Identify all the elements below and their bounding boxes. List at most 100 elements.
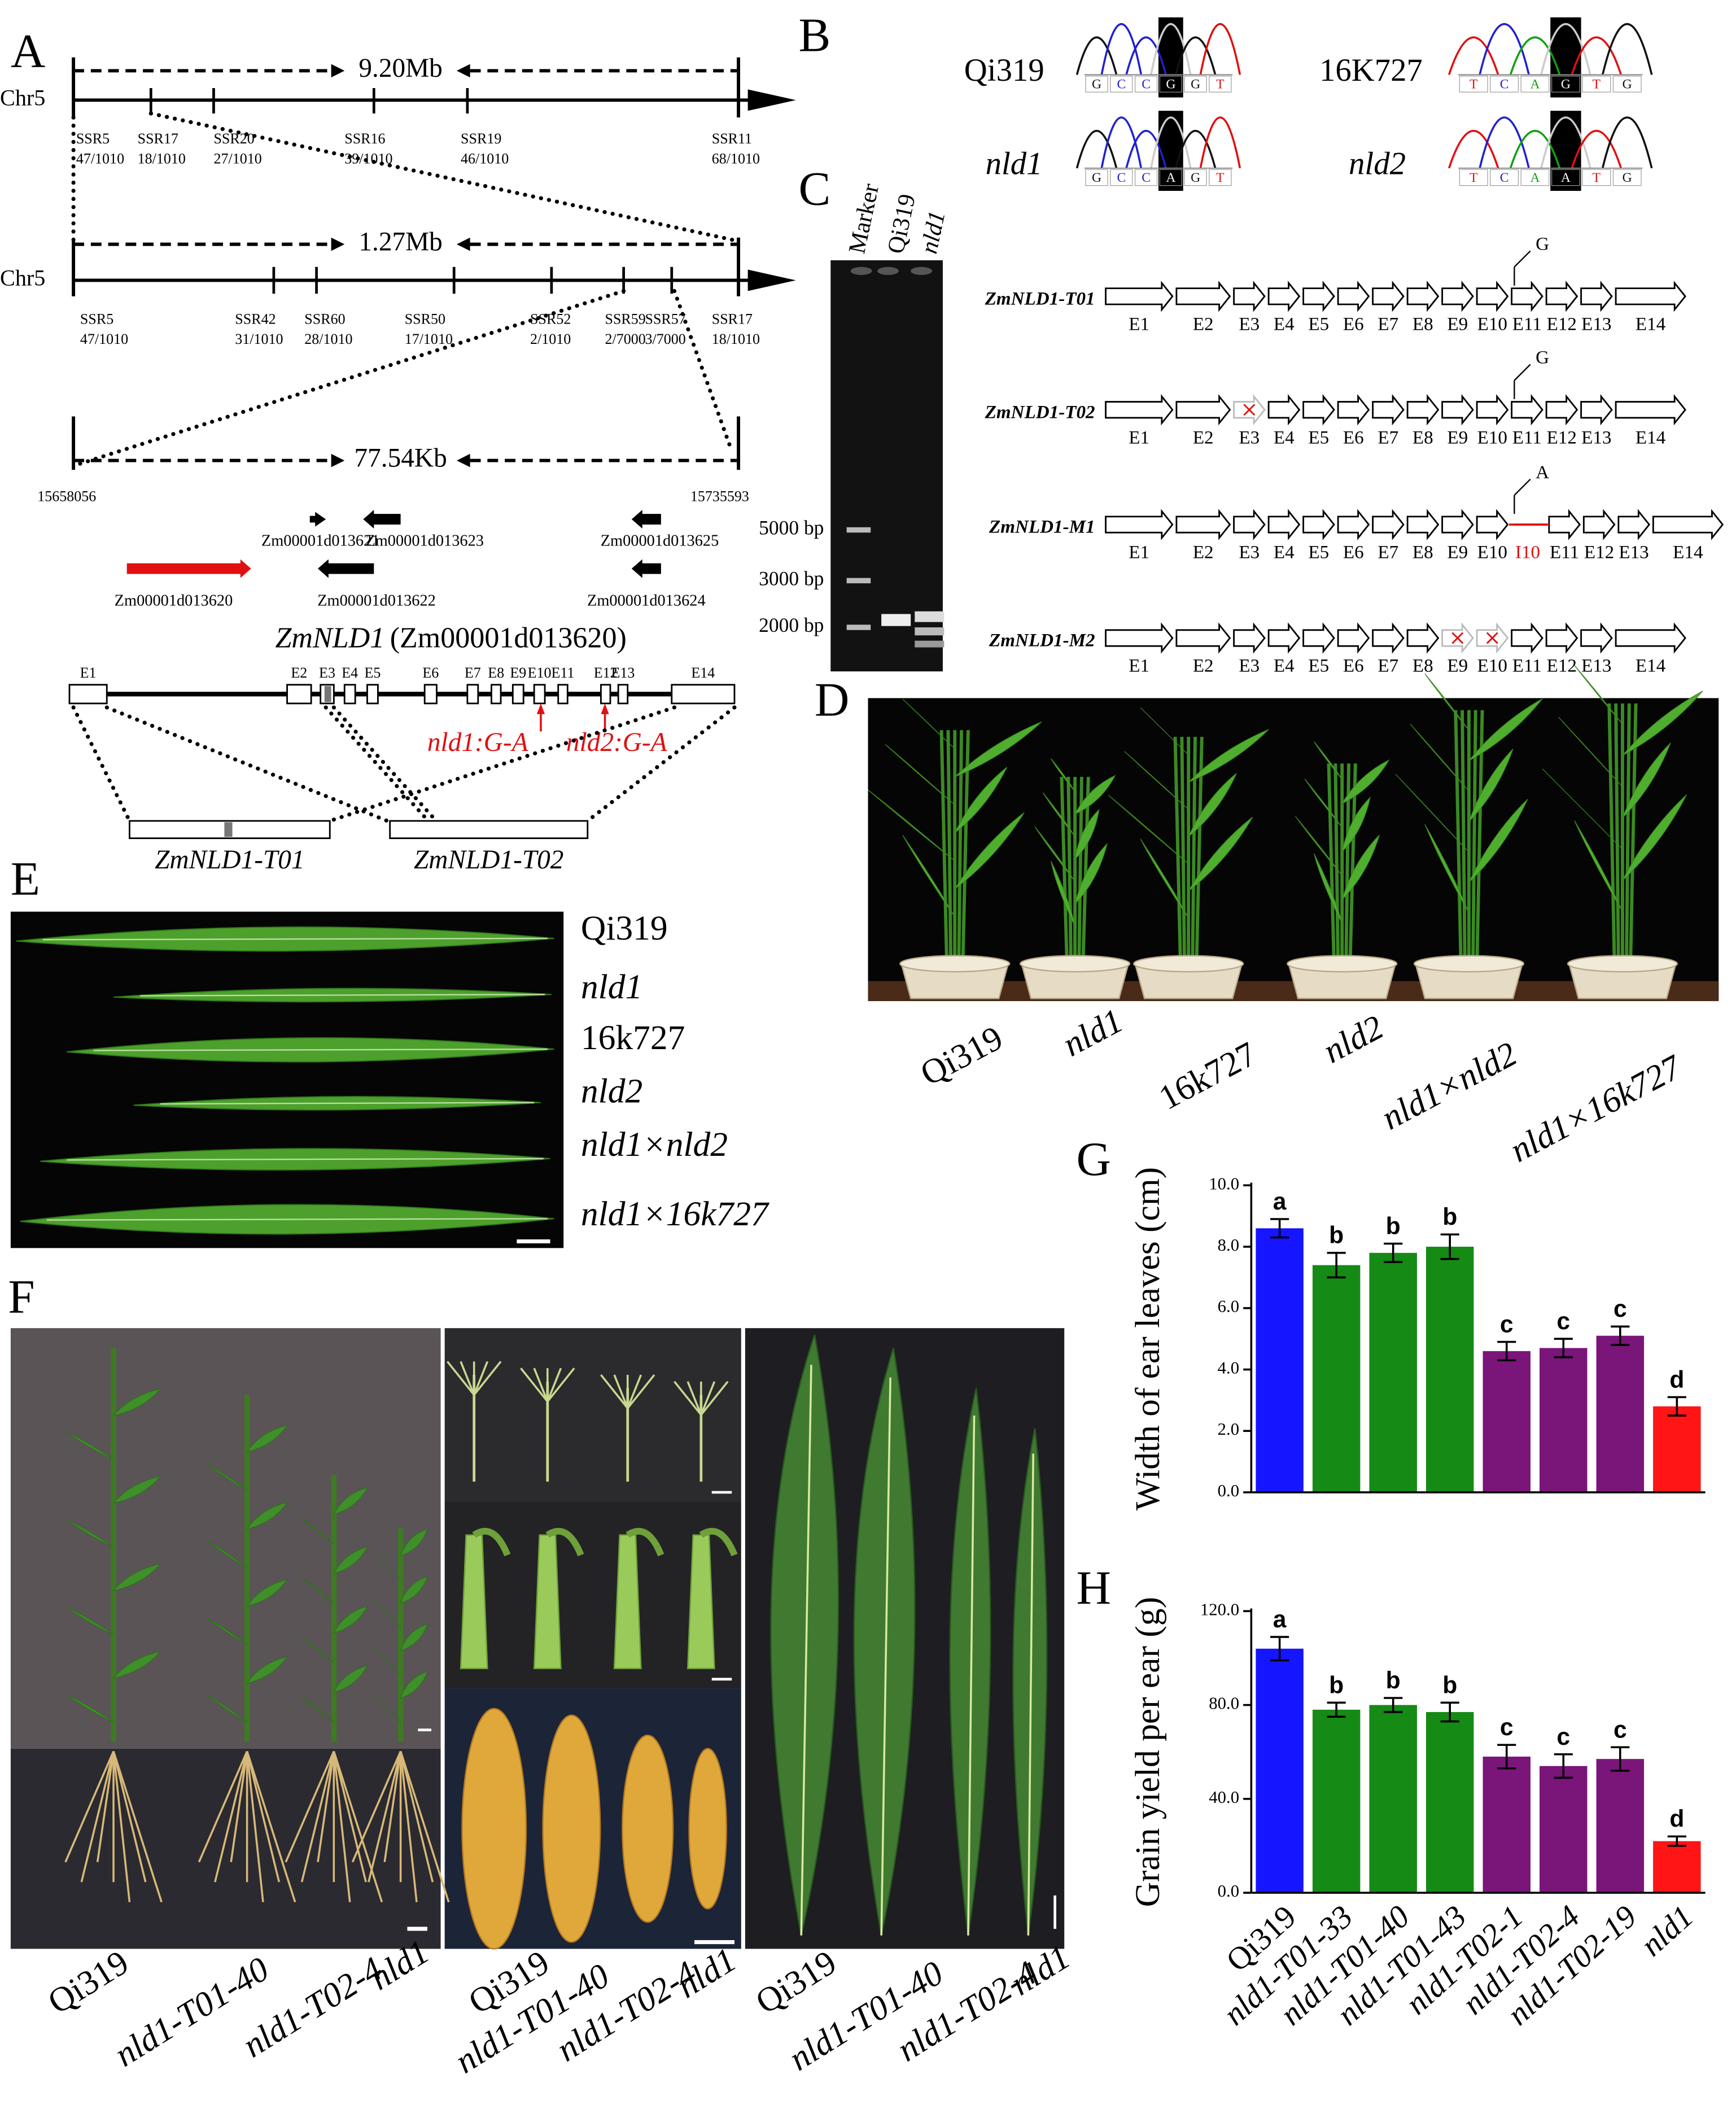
label: E9	[1447, 314, 1468, 334]
label: nld1×nld2	[1375, 1034, 1523, 1137]
shape	[1476, 394, 1509, 426]
leaf	[333, 1665, 368, 1693]
label: E12	[1584, 543, 1614, 563]
bar	[1483, 1757, 1531, 1893]
label: 77.54Kb	[355, 443, 447, 473]
line	[1081, 776, 1090, 964]
label: SSR5	[80, 311, 113, 327]
label: E12	[1547, 656, 1577, 676]
base: G	[1191, 171, 1200, 185]
label: 17/1010	[405, 331, 453, 347]
line	[333, 1751, 367, 1883]
label: E3	[1239, 543, 1260, 563]
leaf	[885, 744, 955, 805]
label: E13	[611, 665, 635, 681]
label: E2	[291, 665, 307, 681]
leaf	[1622, 794, 1687, 881]
label: G	[1536, 234, 1549, 255]
leaf	[207, 1463, 247, 1491]
shape	[1175, 394, 1231, 426]
rect	[671, 684, 736, 705]
y-tick-label: 40.0	[1209, 1788, 1239, 1807]
y-tick-label: 8.0	[1218, 1235, 1239, 1255]
rect	[1490, 76, 1519, 93]
leaf	[112, 1563, 161, 1592]
trace	[1601, 23, 1653, 75]
label: E5	[1308, 314, 1329, 334]
label: nld1	[581, 968, 642, 1006]
line	[473, 1361, 489, 1396]
line	[327, 705, 677, 823]
base: C	[1142, 77, 1151, 92]
y-tick-label: 0.0	[1218, 1881, 1239, 1901]
leaf	[902, 698, 955, 749]
base: C	[1117, 77, 1126, 92]
rect	[491, 684, 502, 705]
label: E7	[1378, 427, 1398, 448]
line	[160, 1102, 535, 1105]
panel-letter: A	[11, 25, 45, 78]
label: E9	[1447, 656, 1468, 676]
label: ZmNLD1	[275, 622, 384, 654]
label: E4	[1274, 314, 1295, 334]
shape	[1105, 509, 1174, 540]
rect	[68, 684, 108, 705]
shape	[456, 64, 470, 78]
significance-letter: d	[1669, 1366, 1684, 1393]
line	[1060, 776, 1069, 964]
shape	[456, 453, 470, 468]
shape	[1267, 394, 1301, 426]
shape	[1511, 281, 1543, 312]
trace	[1174, 130, 1217, 169]
leaf	[1074, 842, 1108, 905]
significance-letter: b	[1329, 1222, 1344, 1249]
label: E5	[1308, 543, 1329, 563]
leaf	[853, 1348, 916, 1936]
label: E10	[1477, 427, 1507, 448]
label: SSR17	[138, 130, 178, 147]
label: E9	[510, 665, 526, 681]
shape	[1337, 394, 1370, 426]
panel-letter: D	[815, 674, 849, 727]
line	[71, 705, 132, 823]
label: 31/1010	[235, 331, 283, 347]
leaf	[66, 1607, 114, 1635]
leaf	[1395, 774, 1470, 853]
rect	[1134, 169, 1158, 186]
leaf	[300, 1695, 334, 1723]
leaf	[207, 1618, 247, 1645]
y-tick-label: 4.0	[1218, 1358, 1239, 1377]
label: E12	[1547, 314, 1577, 334]
leaf	[300, 1517, 334, 1544]
label: E7	[1378, 656, 1398, 676]
significance-letter: a	[1273, 1606, 1287, 1633]
label: E9	[1447, 543, 1468, 563]
y-tick-label: 10.0	[1209, 1174, 1239, 1193]
line	[1451, 632, 1464, 644]
label: E3	[319, 665, 335, 681]
label: E6	[1343, 427, 1364, 448]
y-tick-label: 2.0	[1218, 1420, 1239, 1439]
line	[1454, 710, 1463, 964]
label: E7	[465, 665, 481, 681]
label: nld1×16k727	[1504, 1047, 1689, 1170]
shape	[1617, 509, 1651, 540]
label: nld1	[986, 146, 1043, 182]
trace	[1540, 116, 1591, 169]
base: A	[1530, 171, 1540, 185]
shape	[747, 89, 796, 111]
label: SSR42	[235, 311, 276, 327]
pot-rim	[899, 955, 1011, 973]
sheath	[613, 1534, 642, 1670]
shape	[1233, 509, 1266, 540]
panel-letter: E	[11, 853, 40, 906]
line	[112, 1751, 147, 1883]
trace	[1199, 23, 1241, 75]
label: Qi319	[41, 1943, 135, 2021]
base: C	[1142, 171, 1151, 185]
bar	[1596, 1759, 1645, 1893]
line	[96, 1751, 115, 1863]
line	[399, 1751, 434, 1883]
leaf	[1341, 796, 1371, 853]
panel-letter: H	[1077, 1561, 1111, 1614]
